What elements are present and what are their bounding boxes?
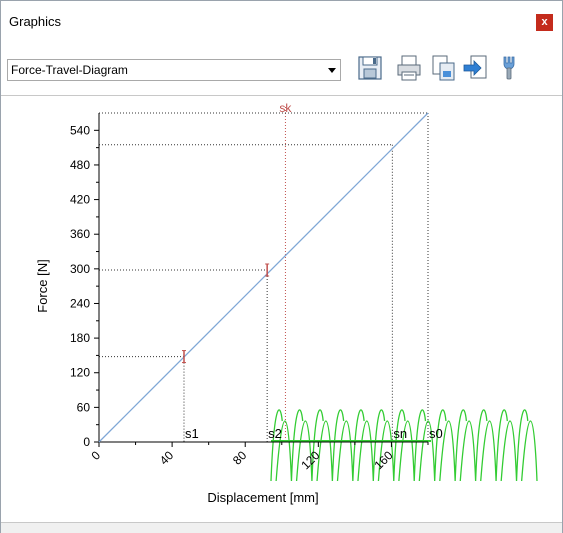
y-tick-label: 300	[70, 262, 90, 276]
y-tick-label: 0	[83, 435, 90, 449]
y-tick-label: 60	[77, 400, 91, 414]
marker-label: s1	[185, 426, 199, 441]
y-tick-label: 120	[70, 366, 90, 380]
x-tick-label: 80	[230, 448, 250, 468]
y-tick-label: 360	[70, 227, 90, 241]
settings-icon[interactable]	[495, 53, 523, 83]
close-button[interactable]: x	[536, 14, 553, 31]
sk-label: sk	[279, 101, 292, 115]
marker-label: s2	[268, 426, 282, 441]
status-bar	[1, 522, 562, 533]
save-icon[interactable]	[356, 53, 384, 83]
x-tick-label: 40	[157, 448, 177, 468]
print-icon[interactable]	[395, 53, 423, 83]
y-tick-label: 180	[70, 331, 90, 345]
y-tick-label: 540	[70, 123, 90, 137]
chevron-down-icon[interactable]	[328, 68, 336, 73]
plot-area: 0 60 120 180 240 300 360 420 480 540 0 40 80 120 160 s…	[1, 95, 562, 524]
diagram-type-value: Force-Travel-Diagram	[11, 63, 128, 77]
title-bar: Graphics x	[1, 1, 562, 41]
force-series-line	[98, 112, 429, 443]
x-axis-label: Displacement [mm]	[207, 490, 318, 505]
marker-label: sn	[393, 426, 407, 441]
toolbar: Force-Travel-Diagram	[1, 47, 562, 91]
export-icon[interactable]	[461, 53, 489, 83]
window-title: Graphics	[9, 14, 62, 29]
y-axis-label: Force [N]	[35, 259, 50, 312]
diagram-type-select[interactable]: Force-Travel-Diagram	[7, 59, 341, 81]
marker-label: s0	[429, 426, 443, 441]
y-tick-label: 240	[70, 296, 90, 310]
spring-graphic	[270, 409, 538, 482]
y-tick-label: 420	[70, 193, 90, 207]
y-tick-label: 480	[70, 158, 90, 172]
copy-icon[interactable]	[429, 53, 457, 83]
x-tick-label: 0	[88, 448, 103, 463]
